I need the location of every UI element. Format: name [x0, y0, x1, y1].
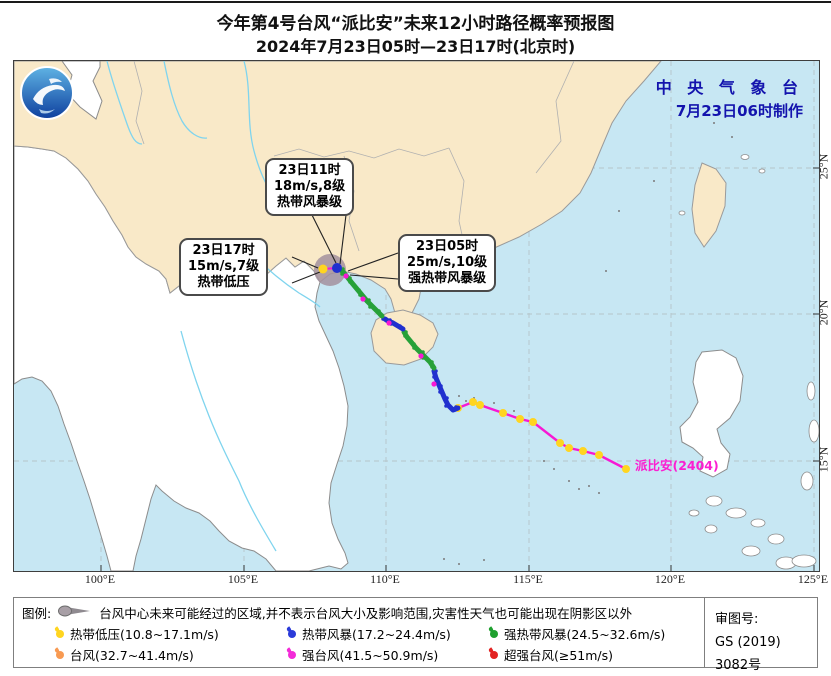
legend-caption: 台风中心未来可能经过的区域,并不表示台风大小及影响范围,灾害性天气也可能出现在阴… — [99, 606, 633, 621]
storm-name-label: 派比安(2404) — [635, 458, 719, 473]
callout-category: 热带风暴级 — [277, 195, 343, 210]
callout-wind: 18m/s,8级 — [274, 179, 346, 194]
legend-item-label: 强台风(41.5~50.9m/s) — [302, 648, 439, 663]
super-ty-dot-icon — [490, 650, 498, 659]
callout-category: 热带低压 — [197, 275, 250, 290]
page-title: 今年第4号台风“派比安”未来12小时路径概率预报图 — [216, 14, 615, 34]
legend-item-sts: 强热带风暴(24.5~32.6m/s) — [490, 623, 720, 644]
lat-label-25n: 25°N — [816, 153, 831, 180]
probability-cone-icon — [58, 605, 92, 620]
legend-item-sty: 强台风(41.5~50.9m/s) — [288, 644, 490, 665]
review-label: 审图号: — [715, 612, 759, 627]
page-subtitle: 2024年7月23日05时—23日17时(北京时) — [255, 37, 576, 56]
legend-item-label: 热带低压(10.8~17.1m/s) — [70, 627, 219, 642]
lon-label-110e: 110°E — [370, 572, 400, 586]
lat-label-20n: 20°N — [816, 299, 831, 326]
cma-credit: 中 央 气 象 台 7月23日06时制作 — [656, 74, 803, 121]
callout-time: 23日11时 — [278, 163, 341, 178]
callout-wind: 25m/s,10级 — [407, 255, 488, 270]
lon-label-125e: 125°E — [797, 572, 829, 586]
sty-dot-icon — [288, 650, 296, 659]
ts-dot-icon — [288, 629, 296, 638]
lon-label-120e: 120°E — [654, 572, 686, 586]
forecast-map: 中 央 气 象 台 7月23日06时制作 23日11时 18m/s,8级 热带风… — [13, 60, 820, 572]
taiwan-island — [691, 162, 727, 248]
cma-credit-time: 7月23日06时制作 — [675, 102, 803, 120]
typhoon-track-layer — [291, 214, 630, 473]
luzon-island — [679, 349, 744, 478]
map-canvas — [13, 60, 820, 572]
small-islands — [678, 154, 820, 570]
callout-23d17h: 23日17时 15m/s,7级 热带低压 — [179, 238, 269, 296]
axis-ticks — [100, 167, 819, 571]
cma-credit-agency: 中 央 气 象 台 — [655, 78, 803, 97]
legend-item-label: 热带风暴(17.2~24.4m/s) — [302, 627, 451, 642]
callout-time: 23日17时 — [192, 243, 255, 258]
legend-item-label: 台风(32.7~41.4m/s) — [70, 648, 194, 663]
top-border-line — [0, 1, 831, 3]
lon-label-105e: 105°E — [227, 572, 259, 586]
legend-item-td: 热带低压(10.8~17.1m/s) — [56, 623, 288, 644]
legend-title: 图例: — [22, 606, 52, 621]
lon-label-115e: 115°E — [513, 572, 543, 586]
legend-panel: 图例: 台风中心未来可能经过的区域,并不表示台风大小及影响范围,灾害性天气也可能… — [13, 597, 818, 673]
callout-23d11h: 23日11时 18m/s,8级 热带风暴级 — [265, 158, 355, 216]
callout-category: 强热带风暴级 — [408, 271, 487, 286]
callout-23d05h: 23日05时 25m/s,10级 强热带风暴级 — [398, 234, 497, 292]
legend-items: 热带低压(10.8~17.1m/s) 热带风暴(17.2~24.4m/s) 强热… — [56, 623, 720, 665]
legend-item-super-ty: 超强台风(≥51m/s) — [490, 644, 720, 665]
td-dot-icon — [56, 629, 64, 638]
legend-item-ts: 热带风暴(17.2~24.4m/s) — [288, 623, 490, 644]
legend-divider — [704, 598, 705, 667]
callout-time: 23日05时 — [415, 239, 479, 254]
lon-label-100e: 100°E — [84, 572, 116, 586]
lat-label-15n: 15°N — [816, 446, 831, 473]
map-review-number: 审图号: GS (2019) 3082号 — [715, 608, 817, 676]
legend-item-label: 强热带风暴(24.5~32.6m/s) — [504, 627, 666, 642]
ty-dot-icon — [56, 650, 64, 659]
review-value: GS (2019) 3082号 — [715, 635, 781, 673]
callout-wind: 15m/s,7级 — [188, 259, 260, 274]
cma-logo-icon — [19, 65, 75, 121]
legend-item-ty: 台风(32.7~41.4m/s) — [56, 644, 288, 665]
sts-dot-icon — [490, 629, 498, 638]
legend-item-label: 超强台风(≥51m/s) — [504, 648, 614, 663]
